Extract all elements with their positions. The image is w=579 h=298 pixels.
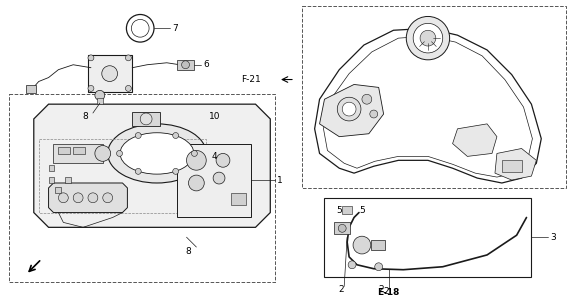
Bar [88,55,133,92]
Polygon shape [320,84,384,137]
Bar [58,147,70,154]
Circle shape [173,133,179,139]
Polygon shape [314,28,541,183]
Text: 4: 4 [211,152,217,161]
Circle shape [102,193,113,203]
Circle shape [135,133,141,139]
Circle shape [413,23,443,53]
Circle shape [375,263,383,271]
Circle shape [88,55,94,61]
Text: 5: 5 [359,206,365,215]
Polygon shape [453,124,497,156]
Bar [26,86,36,93]
Text: 8: 8 [186,247,192,257]
Circle shape [406,16,450,60]
Bar [177,60,195,70]
Ellipse shape [108,124,206,183]
Circle shape [362,94,372,104]
Polygon shape [49,183,127,212]
Circle shape [58,193,68,203]
Text: E-18: E-18 [378,288,400,297]
Circle shape [102,66,118,81]
Bar [371,240,384,250]
Bar [9,94,275,282]
Text: 2: 2 [379,285,384,294]
Text: 7: 7 [172,24,178,33]
Circle shape [126,55,131,61]
Text: 2: 2 [338,285,344,294]
Text: 6: 6 [203,60,209,69]
Bar [342,206,352,214]
Circle shape [192,150,197,156]
Circle shape [189,175,204,191]
Bar [177,144,251,218]
Text: F-21: F-21 [241,75,261,84]
Circle shape [88,86,94,91]
Circle shape [216,153,230,167]
Text: 2: 2 [384,287,389,296]
Circle shape [95,145,111,161]
Circle shape [182,61,189,69]
Text: partsbike: partsbike [134,125,269,182]
Circle shape [88,193,98,203]
Circle shape [338,224,346,232]
Bar [49,165,54,171]
Circle shape [370,110,378,118]
Circle shape [73,193,83,203]
Circle shape [173,168,179,174]
Circle shape [342,102,356,116]
Text: 10: 10 [209,112,221,122]
Circle shape [348,261,356,269]
Circle shape [95,90,105,100]
Bar [133,112,160,126]
Bar [73,147,85,154]
Circle shape [353,236,371,254]
Polygon shape [495,148,536,180]
Text: 3: 3 [550,233,556,242]
Bar [334,222,350,234]
Bar [53,144,102,163]
Circle shape [116,150,123,156]
Bar [97,98,102,104]
Text: 1: 1 [277,176,283,184]
Circle shape [213,172,225,184]
Bar [39,139,206,212]
Bar [231,193,245,205]
Bar [49,177,54,183]
Circle shape [420,30,436,46]
Circle shape [140,113,152,125]
Text: 5: 5 [336,206,342,215]
Circle shape [186,150,206,170]
Circle shape [126,86,131,91]
Circle shape [135,168,141,174]
Bar [65,177,71,183]
Bar [324,198,532,277]
Text: 8: 8 [82,112,88,122]
Polygon shape [34,104,270,227]
Bar [302,6,566,188]
Bar [56,187,61,193]
Bar [502,160,522,172]
Circle shape [338,97,361,121]
Ellipse shape [120,133,194,174]
